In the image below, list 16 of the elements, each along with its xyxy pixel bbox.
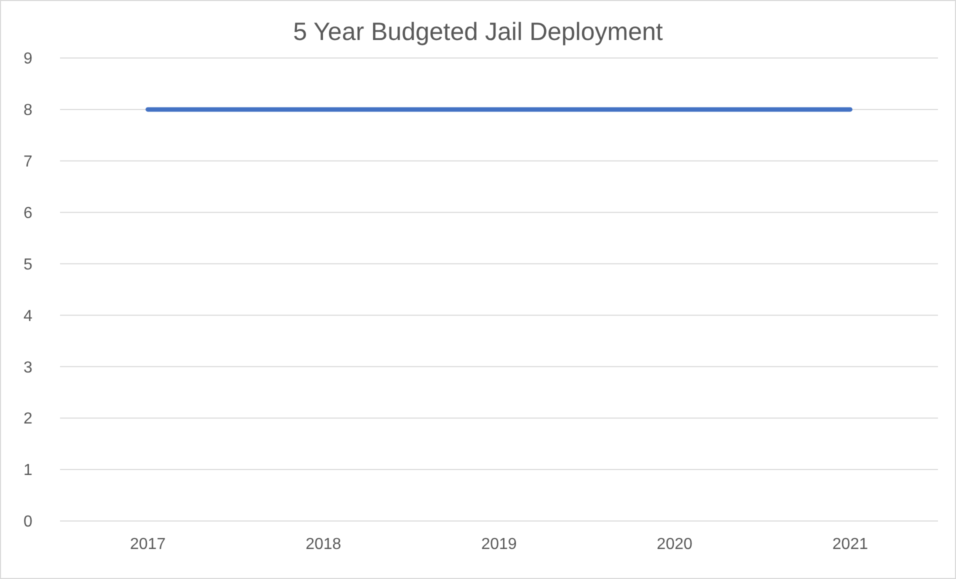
y-tick-label: 9 <box>24 50 33 68</box>
y-tick-label: 4 <box>24 308 33 325</box>
y-tick-label: 0 <box>24 514 33 531</box>
y-tick-label: 3 <box>24 359 33 376</box>
y-tick-label: 1 <box>24 462 33 480</box>
x-tick-label: 2019 <box>481 536 517 553</box>
y-tick-label: 8 <box>24 102 33 120</box>
y-tick-label: 2 <box>24 410 33 428</box>
x-tick-label: 2021 <box>832 536 868 553</box>
x-tick-label: 2020 <box>656 536 692 553</box>
chart-title: 5 Year Budgeted Jail Deployment <box>293 18 663 46</box>
x-tick-label: 2017 <box>130 536 166 553</box>
y-tick-label: 6 <box>24 204 33 222</box>
x-tick-label: 2018 <box>306 536 342 553</box>
y-tick-label: 5 <box>24 256 33 274</box>
y-tick-label: 7 <box>24 153 33 170</box>
